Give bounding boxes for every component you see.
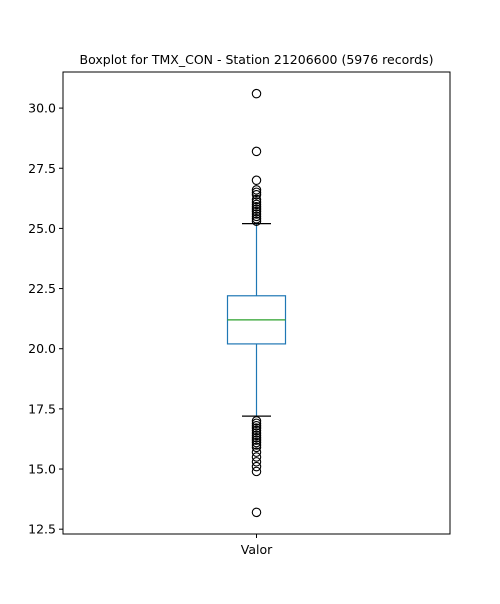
outlier-point	[251, 432, 262, 443]
outlier-point	[251, 206, 262, 217]
outlier-point	[251, 199, 262, 210]
outlier-point	[251, 146, 262, 157]
outlier-point	[251, 418, 262, 429]
outlier-point	[251, 425, 262, 436]
outlier-point	[251, 189, 262, 200]
outlier-point	[251, 194, 262, 205]
outlier-point	[251, 216, 262, 226]
outlier-point	[251, 457, 262, 467]
outlier-point	[251, 430, 262, 441]
outlier-point	[251, 437, 262, 448]
y-axis: 12.5 15.0 17.5 20.0 22.5 25.0 27.5 30.0	[28, 101, 63, 537]
outlier-point	[251, 423, 262, 433]
y-tick-label: 27.5	[28, 161, 56, 176]
outlier-point	[251, 209, 262, 219]
outlier-point	[251, 435, 262, 445]
outlier-point	[251, 447, 262, 457]
outlier-point	[251, 428, 262, 438]
outlier-point	[251, 461, 262, 472]
y-tick-label: 30.0	[28, 101, 56, 116]
outlier-point	[251, 88, 262, 99]
outlier-point	[251, 440, 262, 450]
outlier-point	[251, 197, 262, 207]
outlier-point	[251, 442, 262, 453]
outlier-point	[251, 452, 262, 462]
outlier-point	[251, 214, 262, 224]
outlier-point	[251, 211, 262, 222]
y-tick-label: 15.0	[28, 462, 56, 477]
y-tick-label: 12.5	[28, 522, 56, 537]
plot-area	[226, 88, 287, 518]
x-tick-label: Valor	[241, 542, 273, 557]
outlier-point	[251, 420, 262, 431]
y-tick-label: 17.5	[28, 401, 56, 416]
outlier-point	[251, 466, 262, 477]
y-tick-label: 20.0	[28, 341, 56, 356]
axes-frame	[62, 71, 451, 535]
chart-title: Boxplot for TMX_CON - Station 21206600 (…	[80, 52, 434, 67]
outlier-point	[251, 204, 262, 214]
x-axis: Valor	[241, 534, 273, 557]
outlier-point	[251, 175, 262, 186]
outlier-point	[251, 507, 262, 518]
y-tick-label: 22.5	[28, 281, 56, 296]
outlier-point	[251, 185, 262, 195]
outlier-point	[251, 416, 262, 426]
y-tick-label: 25.0	[28, 221, 56, 236]
outlier-point	[251, 202, 262, 212]
outlier-point	[251, 187, 262, 198]
